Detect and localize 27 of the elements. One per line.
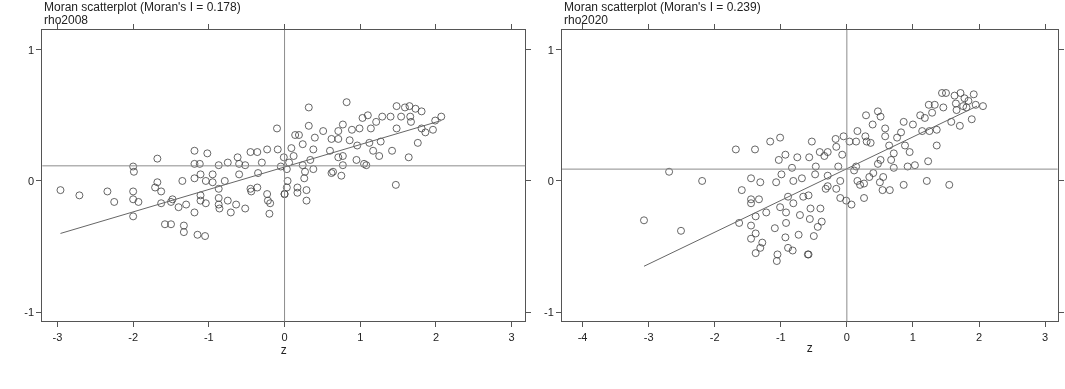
- x-tick-label: 1: [909, 330, 916, 343]
- x-axis-title: z: [806, 341, 813, 356]
- x-tick-label: -4: [577, 330, 588, 343]
- y-tick-label: 0: [27, 174, 35, 187]
- chart-title: Moran scatterplot (Moran's I = 0.178): [44, 0, 241, 14]
- x-tick-label: 2: [432, 330, 440, 343]
- y-tick-label: 1: [27, 43, 35, 56]
- x-tick-label: -1: [775, 330, 786, 343]
- chart-subtitle: rho2008: [44, 13, 89, 27]
- x-tick-label: -2: [128, 330, 139, 343]
- x-tick-label: -1: [203, 330, 214, 343]
- x-tick-label: 3: [508, 330, 515, 343]
- y-tick-label: 1: [547, 43, 554, 56]
- x-tick-label: -3: [52, 330, 63, 343]
- chart-title: Moran scatterplot (Moran's I = 0.239): [564, 0, 761, 14]
- x-axis-title: z: [280, 342, 287, 357]
- y-tick-label: 0: [547, 174, 554, 187]
- chart-subtitle: rho2020: [564, 13, 609, 27]
- x-tick-label: -2: [709, 330, 720, 343]
- x-tick-label: 0: [281, 330, 288, 343]
- x-tick-label: 2: [975, 330, 983, 343]
- x-tick-label: 0: [843, 330, 850, 343]
- x-tick-label: 1: [357, 330, 364, 343]
- y-tick-label: -1: [544, 306, 554, 319]
- x-tick-label: 3: [1042, 330, 1049, 343]
- y-tick-label: -1: [24, 306, 35, 319]
- x-tick-label: -3: [643, 330, 654, 343]
